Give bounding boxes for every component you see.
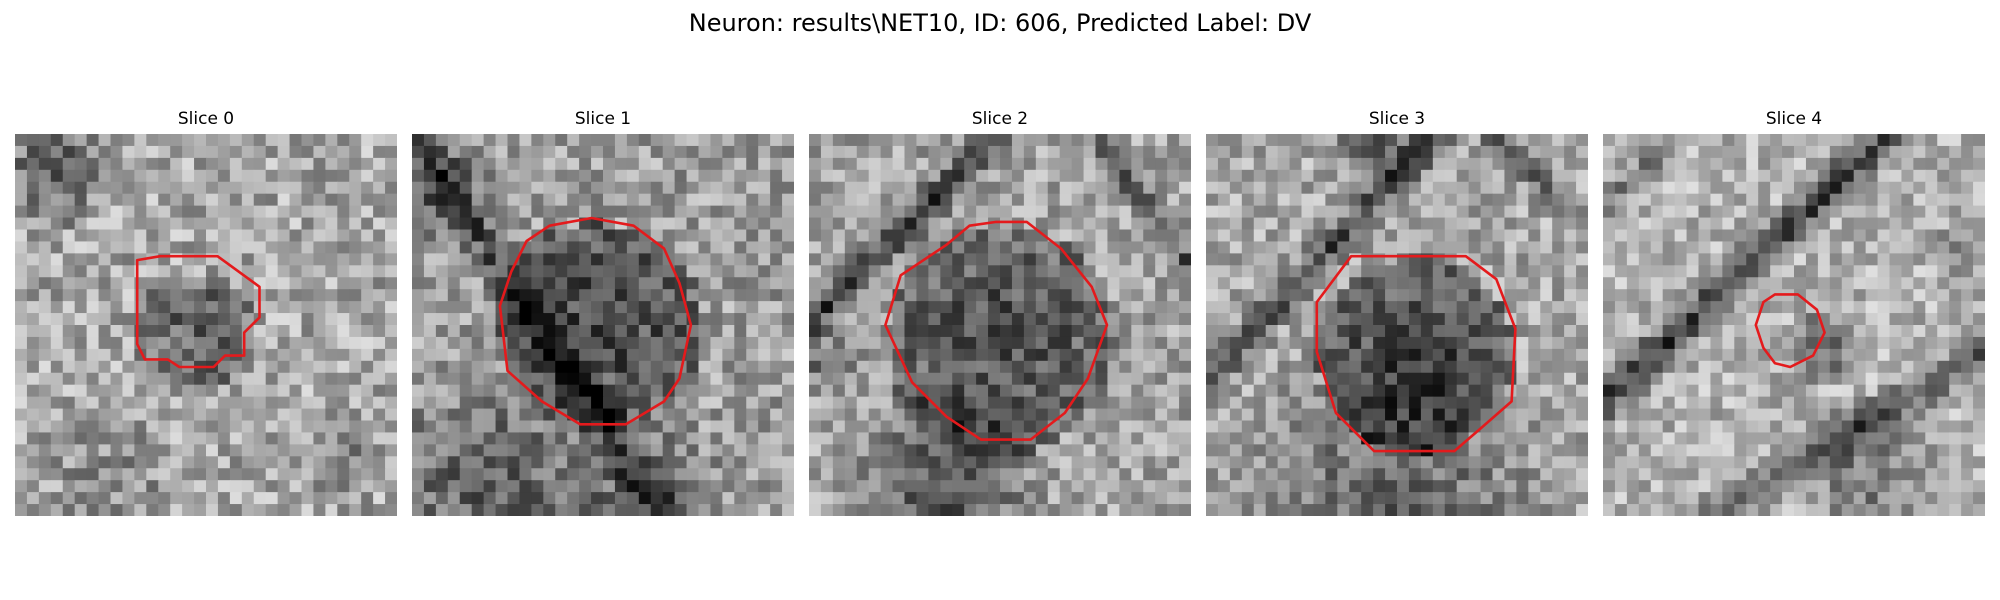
slice-0-title: Slice 0: [177, 109, 235, 129]
figure-title: Neuron: results\NET10, ID: 606, Predicte…: [688, 9, 1312, 37]
slice-4-contour: [1754, 293, 1826, 369]
slice-2-title: Slice 2: [971, 109, 1029, 129]
slice-2-contour: [884, 220, 1109, 441]
slice-4-image: [1603, 134, 1985, 516]
panel-slice-4: Slice 4: [1603, 108, 1985, 518]
slice-1-contour: [498, 216, 693, 426]
panel-slice-0: Slice 0: [15, 108, 397, 518]
slice-0-image: [15, 134, 397, 516]
slice-4-title: Slice 4: [1765, 109, 1823, 129]
panel-slice-2: Slice 2: [809, 108, 1191, 518]
slice-1-title: Slice 1: [574, 109, 632, 129]
slice-3-title: Slice 3: [1368, 109, 1426, 129]
slice-0-contour: [135, 254, 261, 369]
panel-slice-3: Slice 3: [1206, 108, 1588, 518]
panel-slice-1: Slice 1: [412, 108, 794, 518]
slice-2-image: [809, 134, 1191, 516]
slice-1-image: [412, 134, 794, 516]
slice-3-image: [1206, 134, 1588, 516]
slice-3-contour: [1315, 254, 1517, 453]
